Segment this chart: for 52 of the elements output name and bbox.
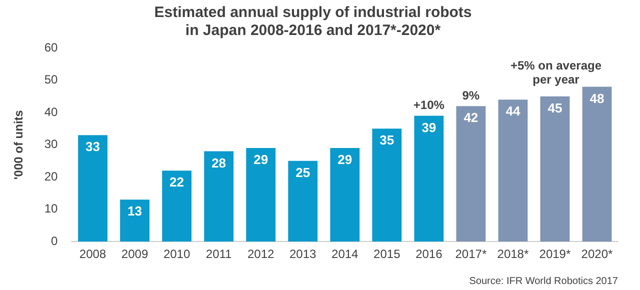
x-tick-label: 2016 bbox=[416, 247, 443, 262]
x-tick-label: 2012 bbox=[247, 247, 275, 262]
bar bbox=[456, 106, 486, 242]
x-tick-label: 2017* bbox=[455, 247, 487, 262]
bar bbox=[372, 128, 402, 242]
y-tick-label: 10 bbox=[44, 202, 58, 216]
data-label: 42 bbox=[464, 110, 478, 126]
y-tick-label: 20 bbox=[44, 169, 58, 184]
bar bbox=[582, 86, 612, 242]
bar bbox=[204, 151, 234, 242]
data-label: 29 bbox=[254, 152, 268, 168]
bar bbox=[330, 148, 360, 242]
x-tick-label: 2019* bbox=[539, 247, 571, 262]
chart-title: Estimated annual supply of industrial robots in Japan 2008-2016 and 2017*-2020* bbox=[154, 4, 472, 40]
bar bbox=[414, 116, 444, 242]
annotation: 9% bbox=[462, 88, 480, 102]
x-tick-label: 2015 bbox=[374, 247, 401, 262]
bar bbox=[540, 96, 570, 242]
data-label: 22 bbox=[170, 174, 184, 190]
data-label: 35 bbox=[380, 132, 394, 148]
bar bbox=[498, 100, 528, 242]
x-tick-label: 2020* bbox=[581, 247, 613, 262]
source-note: Source: IFR World Robotics 2017 bbox=[469, 276, 618, 287]
x-tick-label: 2008 bbox=[79, 247, 106, 262]
y-tick-label: 60 bbox=[44, 40, 58, 54]
data-label: 25 bbox=[296, 165, 310, 180]
y-tick-label: 30 bbox=[44, 137, 58, 152]
bar bbox=[162, 170, 192, 242]
data-label: 45 bbox=[548, 100, 562, 116]
annotation: +5% on average per year bbox=[510, 58, 602, 86]
x-tick-label: 2018* bbox=[497, 247, 529, 262]
data-label: 44 bbox=[506, 104, 521, 119]
bar bbox=[120, 200, 150, 242]
data-label: 28 bbox=[212, 155, 226, 170]
y-axis-title: '000 of units bbox=[12, 110, 26, 180]
y-tick-label: 50 bbox=[44, 72, 58, 87]
y-tick-label: 40 bbox=[44, 104, 58, 119]
data-label: 33 bbox=[86, 139, 100, 154]
x-tick-label: 2011 bbox=[206, 247, 232, 262]
x-tick-label: 2014 bbox=[332, 247, 359, 262]
bar bbox=[78, 135, 108, 242]
x-tick-label: 2009 bbox=[121, 247, 148, 262]
bar bbox=[246, 148, 276, 242]
y-tick-label: 0 bbox=[51, 234, 58, 248]
data-label: 29 bbox=[338, 152, 352, 168]
bar bbox=[288, 160, 318, 242]
x-tick-label: 2010 bbox=[163, 247, 190, 262]
annotation: +10% bbox=[413, 98, 445, 112]
x-tick-label: 2013 bbox=[290, 247, 317, 262]
data-label: 13 bbox=[128, 204, 142, 219]
data-label: 39 bbox=[422, 120, 436, 135]
data-label: 48 bbox=[590, 90, 604, 106]
